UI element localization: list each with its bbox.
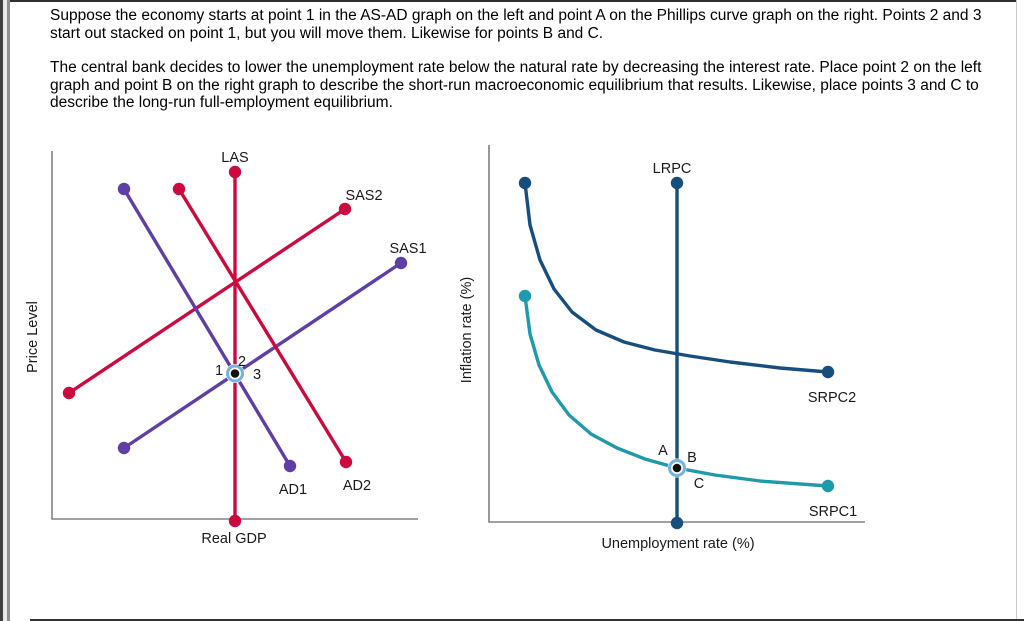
as-ad-axes xyxy=(51,151,418,520)
window-left-border-inner xyxy=(7,0,10,621)
phillips-point-label-a: A xyxy=(658,443,668,459)
ad2-label: AD2 xyxy=(343,478,371,494)
phillips-point-label-c: C xyxy=(694,476,704,492)
window-bottom-border xyxy=(30,619,1024,621)
as-ad-marker-ring xyxy=(226,364,244,383)
srpc2-endpoint-dot-1 xyxy=(518,176,532,190)
ad1-endpoint-dot-1 xyxy=(117,182,131,196)
phillips-marker-ring xyxy=(668,459,686,477)
sas1-line xyxy=(122,261,403,450)
sas1-endpoint-dot-2 xyxy=(394,256,408,270)
sas1-endpoint-dot-1 xyxy=(117,441,131,455)
phillips-graph: Unemployment rate (%) Inflation rate (%) L… xyxy=(459,145,865,552)
phillips-marker-dot xyxy=(672,463,682,473)
as-ad-graph: Real GDP Price Level LAS SAS2 SAS1 AD1 AD2 123 xyxy=(25,150,427,547)
sas1-label: SAS1 xyxy=(389,241,426,257)
window-left-border-track xyxy=(3,0,7,621)
as-ad-point-label-2: 2 xyxy=(238,354,246,370)
phillips-point-label-b: B xyxy=(687,450,697,466)
as-ad-point-label-1: 1 xyxy=(215,363,223,379)
as-ad-marker-dot xyxy=(230,369,240,378)
ad1-line xyxy=(122,187,292,468)
srpc1-endpoint-dot-1 xyxy=(518,289,532,303)
phillips-axes xyxy=(488,145,865,523)
lrpc-endpoint-dot-1 xyxy=(670,176,684,190)
las-label: LAS xyxy=(221,150,248,166)
las-endpoint-dot-1 xyxy=(228,165,242,179)
sas2-label: SAS2 xyxy=(345,188,382,204)
srpc1-label: SRPC1 xyxy=(809,504,857,520)
window-left-border xyxy=(0,0,3,621)
srpc1-endpoint-dot-2 xyxy=(821,479,835,493)
question-instructions: Suppose the economy starts at point 1 in… xyxy=(50,7,998,129)
instruction-paragraph-1: Suppose the economy starts at point 1 in… xyxy=(50,7,982,42)
ad2-endpoint-dot-1 xyxy=(172,182,186,196)
window-right-border xyxy=(1016,0,1017,621)
phillips-x-axis-label: Unemployment rate (%) xyxy=(601,536,754,552)
ad2-endpoint-dot-2 xyxy=(339,455,353,469)
srpc2-line xyxy=(523,181,830,374)
lrpc-label: LRPC xyxy=(653,161,692,177)
as-ad-y-axis-label: Price Level xyxy=(25,301,41,373)
phillips-y-axis-label: Inflation rate (%) xyxy=(459,277,475,383)
ad2-line xyxy=(177,187,348,464)
srpc1-line xyxy=(523,294,830,488)
las-endpoint-dot-2 xyxy=(228,514,242,528)
as-ad-point-label-3: 3 xyxy=(253,367,261,383)
window-top-border xyxy=(0,0,1017,2)
as-ad-x-axis-label: Real GDP xyxy=(201,531,266,547)
as-ad-stacked-points-marker[interactable] xyxy=(225,364,245,383)
sas2-endpoint-dot-1 xyxy=(62,386,76,400)
srpc2-label: SRPC2 xyxy=(808,390,856,406)
srpc2-endpoint-dot-2 xyxy=(821,365,835,379)
ad1-label: AD1 xyxy=(279,482,307,498)
instruction-paragraph-2: The central bank decides to lower the un… xyxy=(50,59,982,112)
sas2-line xyxy=(67,207,347,395)
phillips-stacked-points-marker[interactable] xyxy=(667,458,687,478)
ad1-endpoint-dot-2 xyxy=(283,459,297,473)
lrpc-endpoint-dot-2 xyxy=(670,516,684,530)
sas2-endpoint-dot-2 xyxy=(338,202,352,216)
